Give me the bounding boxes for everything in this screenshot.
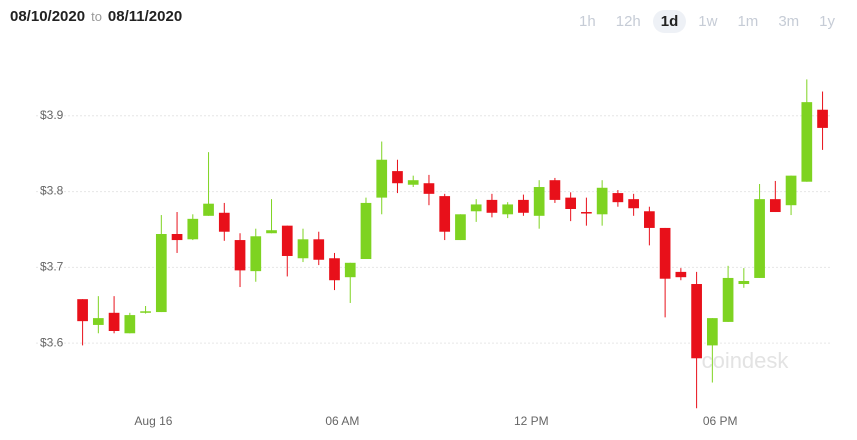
range-button[interactable]: 1y [819, 13, 835, 30]
range-button[interactable]: 3m [778, 13, 800, 30]
candle-body [518, 199, 529, 213]
candle-body [329, 258, 340, 281]
candle-body [817, 109, 828, 128]
y-tick-label: $3.9 [40, 108, 64, 122]
candle-body [706, 318, 718, 346]
candle-body [801, 102, 813, 182]
y-tick-label: $3.6 [40, 335, 64, 349]
candle-body [754, 199, 765, 278]
candle-body [392, 171, 403, 184]
candle-body [187, 218, 199, 240]
candle-body [360, 202, 372, 260]
candle-body [203, 203, 214, 216]
candle-body [470, 204, 482, 212]
candle-body [675, 271, 687, 278]
to-date: 08/11/2020 [107, 8, 183, 25]
candle-body [581, 212, 592, 214]
candle-body [297, 239, 309, 259]
candle-body [423, 183, 435, 194]
candle-body [92, 318, 104, 325]
candle-body [250, 236, 262, 272]
candle-body [596, 187, 608, 215]
candle-body [313, 239, 325, 260]
candle-body [486, 199, 498, 213]
x-tick-label: 06 AM [325, 414, 359, 428]
from-date: 08/10/2020 [10, 8, 86, 25]
candle-body [691, 284, 702, 359]
separator: to [91, 9, 102, 24]
candle-body [376, 159, 388, 198]
range-selector: 1h 12h 1d 1w 1m 3m 1y [571, 10, 843, 33]
watermark: coindesk [702, 348, 790, 373]
candle-body [549, 180, 561, 200]
x-tick-label: Aug 16 [134, 414, 172, 428]
range-button[interactable]: 1d [652, 10, 687, 33]
range-button[interactable]: 1w [698, 13, 718, 30]
candle-body [77, 299, 88, 322]
range-button[interactable]: 1m [737, 13, 759, 30]
candle-body [612, 193, 624, 203]
candle-body [140, 311, 151, 313]
candle-body [266, 230, 277, 234]
candle-body [533, 187, 545, 216]
candle-body [439, 196, 451, 232]
candle-body [281, 225, 293, 256]
candle-body [628, 199, 639, 209]
y-tick-label: $3.7 [40, 260, 64, 274]
candle-body [155, 234, 167, 313]
candle-body [502, 204, 514, 215]
candle-body [769, 199, 781, 213]
candle-body [234, 240, 246, 271]
candle-body [659, 227, 671, 279]
candle-body [785, 175, 797, 206]
x-tick-label: 06 PM [703, 414, 738, 428]
x-tick-label: 12 PM [514, 414, 549, 428]
candle-body [124, 315, 136, 334]
range-button[interactable]: 1h [579, 13, 596, 30]
candle-body [108, 312, 120, 331]
candle-body [407, 180, 419, 185]
range-button[interactable]: 12h [615, 13, 641, 30]
candle-body [738, 280, 750, 285]
candle-body [565, 197, 577, 209]
date-range: 08/10/2020 to 08/11/2020 [10, 8, 182, 25]
candle-body [644, 211, 655, 228]
candle-body [344, 262, 356, 278]
candle-body [722, 277, 734, 322]
candle-body [171, 234, 183, 241]
y-tick-label: $3.8 [40, 184, 64, 198]
candle-body [455, 214, 466, 241]
candle-body [218, 212, 230, 232]
